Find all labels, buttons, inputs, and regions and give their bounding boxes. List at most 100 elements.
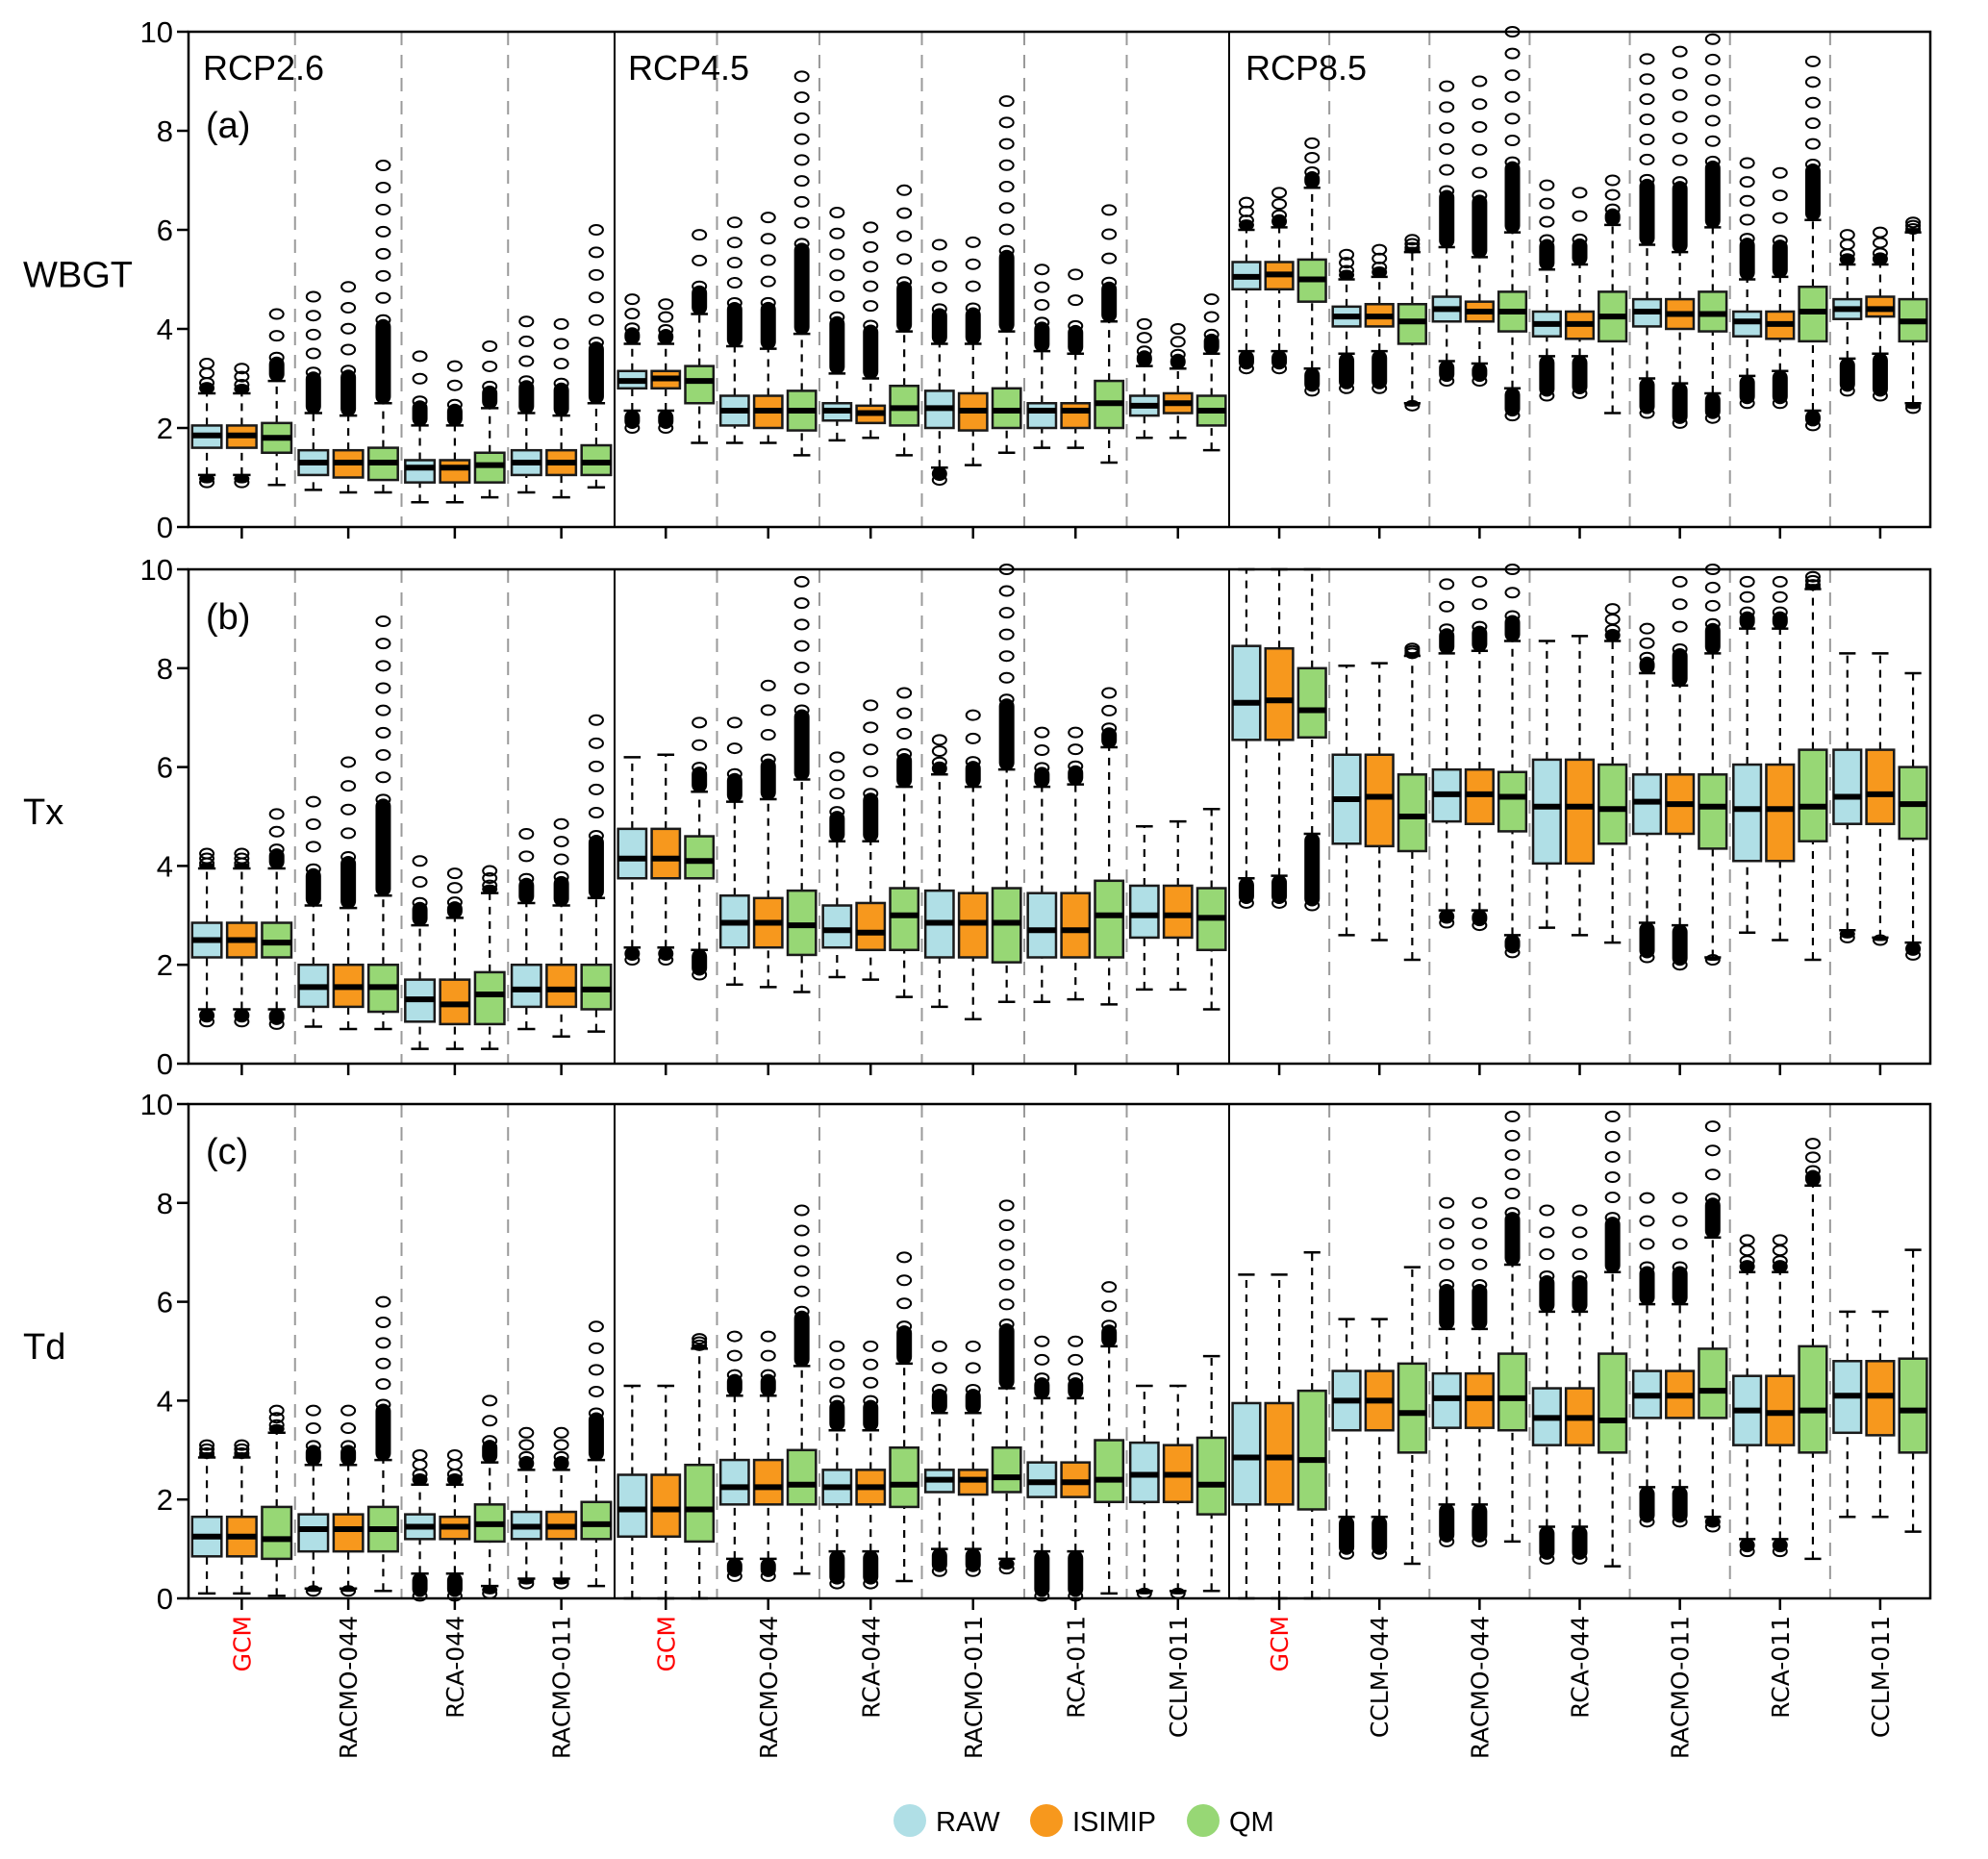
outlier-cluster-upper: [375, 798, 391, 897]
outlier-point: [1739, 1545, 1755, 1558]
box-isimip: [1865, 652, 1896, 946]
outlier-point: [375, 638, 391, 650]
box-qm: [786, 70, 818, 457]
outlier-point: [482, 1435, 498, 1447]
outlier-cluster-lower: [340, 1587, 357, 1593]
outlier-point: [375, 1357, 391, 1369]
outlier-point: [199, 1443, 215, 1455]
outlier-point: [998, 1278, 1015, 1291]
outlier-point: [1672, 598, 1688, 611]
box-isimip: [1865, 1310, 1896, 1519]
outlier-cluster-upper: [1572, 238, 1588, 266]
outlier-cluster-lower: [1472, 1503, 1488, 1543]
outlier-point: [998, 1563, 1015, 1575]
outlier-point: [305, 817, 321, 830]
outlier-point: [1639, 73, 1655, 86]
outlier-cluster-upper: [760, 758, 776, 801]
outlier-point: [1639, 407, 1655, 419]
outlier-point: [793, 1224, 810, 1237]
outlier-point: [1504, 1207, 1521, 1219]
outlier-cluster-upper: [412, 400, 428, 427]
outlier-point: [1504, 410, 1521, 422]
outlier-point: [1439, 80, 1455, 92]
outlier-cluster-upper: [1472, 625, 1488, 652]
outlier-cluster-upper: [518, 380, 535, 415]
outlier-point: [553, 817, 569, 830]
outlier-cluster-lower: [931, 466, 947, 482]
box-isimip: [1865, 226, 1896, 402]
outlier-point: [199, 1439, 215, 1451]
outlier-cluster-upper: [931, 761, 947, 776]
outlier-point: [1068, 1353, 1084, 1366]
outlier-point: [1804, 574, 1821, 587]
outlier-cluster-upper: [553, 1455, 569, 1471]
outlier-point: [1136, 345, 1152, 358]
outlier-cluster-upper: [1672, 1266, 1688, 1306]
outlier-point: [1504, 1110, 1521, 1122]
box-raw: [718, 1330, 750, 1582]
outlier-point: [658, 311, 674, 323]
outlier-point: [793, 175, 810, 188]
legend-swatch-isimip: [1030, 1804, 1063, 1837]
outlier-point: [305, 290, 321, 303]
outlier-point: [692, 229, 708, 241]
outlier-point: [1704, 94, 1721, 107]
outlier-point: [375, 1295, 391, 1308]
outlier-point: [340, 364, 357, 377]
panel-td: 0 2 4 6 8 10 Td (c): [23, 1088, 1932, 1616]
scenario-label-rcp45: RCP4.5: [628, 48, 749, 88]
outlier-cluster-upper: [793, 1310, 810, 1368]
outlier-point: [1472, 98, 1488, 111]
box-raw: [1431, 578, 1462, 929]
box-qm: [1898, 216, 1928, 415]
outlier-point: [446, 867, 463, 880]
y-tick-label: 10: [140, 15, 173, 49]
outlier-cluster-upper: [518, 877, 535, 904]
legend-label: QM: [1229, 1807, 1274, 1838]
outlier-point: [1101, 228, 1118, 240]
y-tick-label: 10: [140, 1088, 173, 1121]
outlier-point: [1704, 1193, 1721, 1205]
outlier-point: [1639, 637, 1655, 649]
box-body: [889, 887, 920, 952]
outlier-point: [1739, 1244, 1755, 1257]
box-body: [545, 963, 578, 1009]
y-tick-label: 2: [157, 948, 173, 982]
outlier-cluster-upper: [793, 242, 810, 336]
outlier-point: [268, 808, 285, 820]
box-qm: [1094, 1281, 1125, 1595]
outlier-cluster-upper: [588, 1412, 604, 1462]
outlier-point: [793, 112, 810, 124]
outlier-point: [863, 766, 879, 778]
outlier-point: [1739, 397, 1755, 410]
outlier-point: [1804, 579, 1821, 591]
box-raw: [821, 206, 853, 442]
box-qm: [1497, 1110, 1528, 1544]
outlier-point: [1772, 397, 1788, 410]
outlier-point: [1034, 726, 1050, 739]
outlier-point: [1604, 1130, 1621, 1143]
box-raw: [190, 358, 223, 489]
outlier-point: [692, 1339, 708, 1351]
outlier-point: [1739, 176, 1755, 188]
box-body: [1264, 646, 1295, 741]
outlier-point: [375, 1398, 391, 1411]
outlier-point: [692, 1333, 708, 1345]
outlier-point: [863, 261, 879, 273]
outlier-point: [1572, 1248, 1588, 1261]
outlier-point: [1772, 189, 1788, 202]
box-qm: [580, 224, 613, 490]
box-qm: [1898, 1248, 1928, 1533]
outlier-point: [1639, 1261, 1655, 1273]
outlier-point: [1839, 931, 1855, 943]
outlier-point: [1504, 156, 1521, 168]
outlier-cluster-upper: [1504, 615, 1521, 642]
box-qm: [1497, 26, 1528, 422]
outlier-cluster-upper: [588, 341, 604, 405]
box-raw: [617, 1384, 648, 1600]
outlier-point: [1101, 1319, 1118, 1332]
outlier-point: [896, 707, 913, 719]
outlier-point: [1539, 234, 1555, 246]
outlier-cluster-lower: [412, 1572, 428, 1597]
box-body: [404, 459, 437, 484]
